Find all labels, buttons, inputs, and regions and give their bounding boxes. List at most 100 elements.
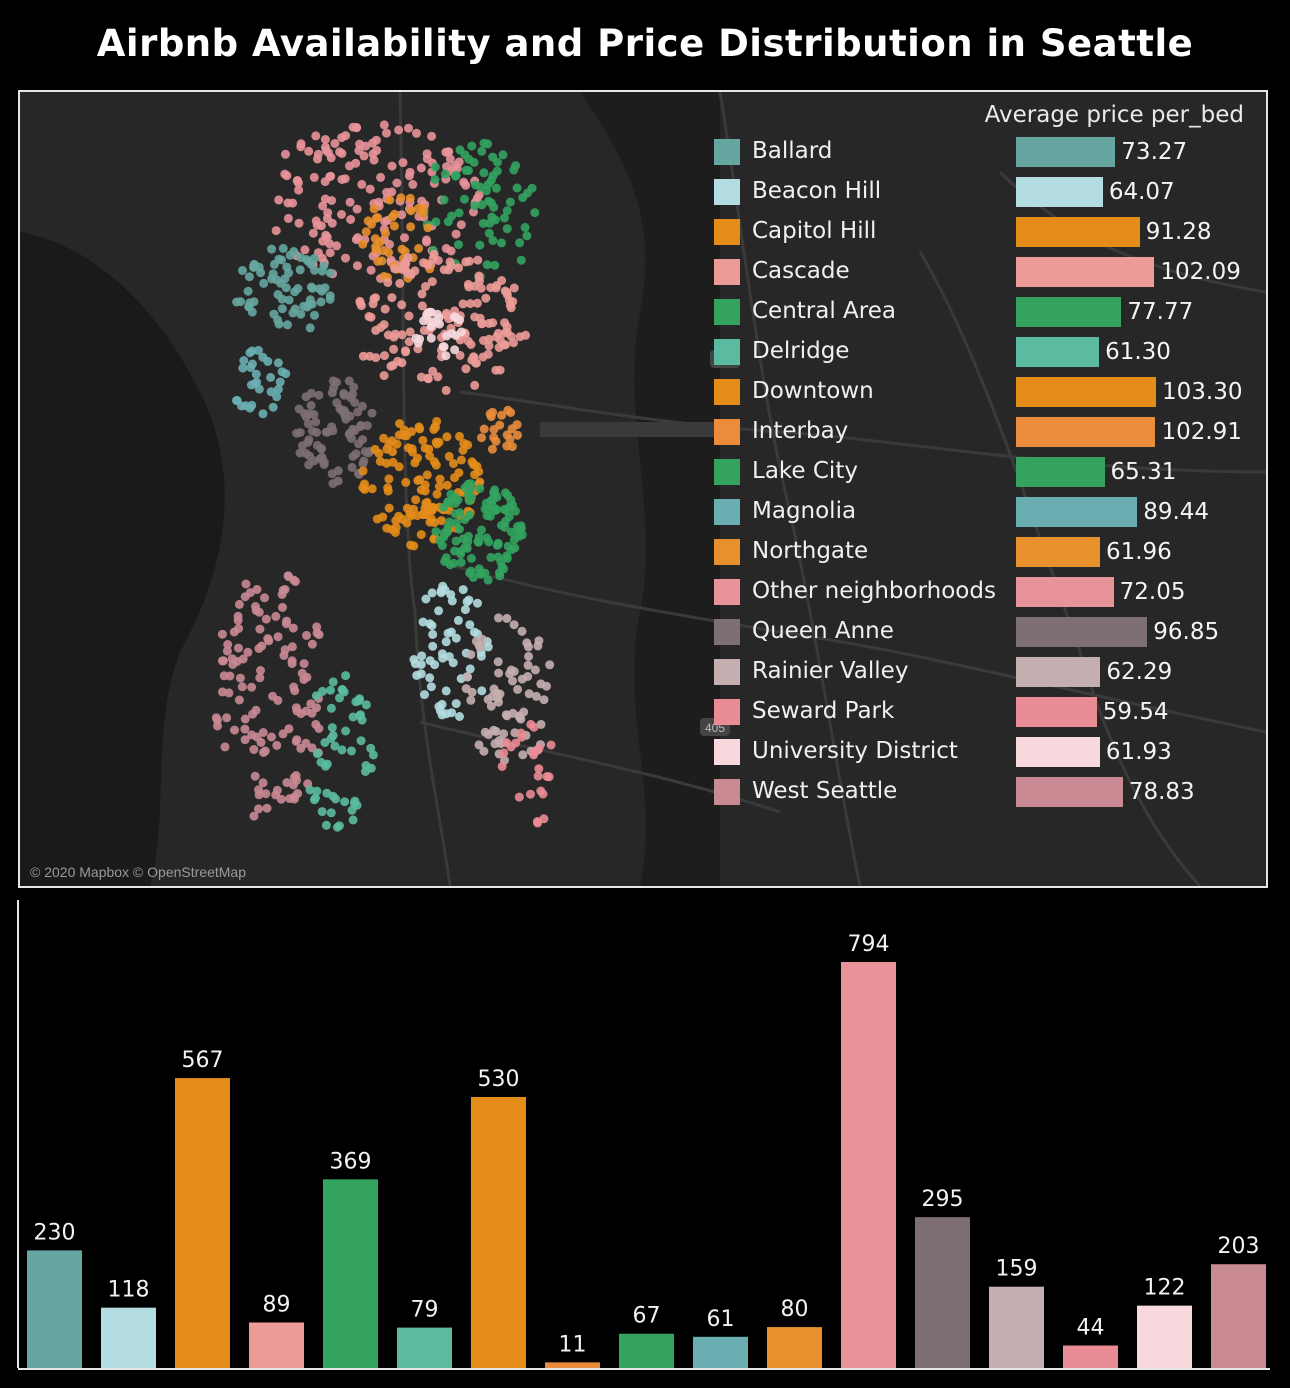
- listing-dot: [464, 595, 474, 605]
- legend-item[interactable]: University District 61.93: [710, 732, 1266, 772]
- price-bar[interactable]: [1016, 577, 1114, 607]
- price-bar[interactable]: [1016, 177, 1103, 207]
- listing-dot: [272, 740, 282, 750]
- listing-dot: [258, 728, 268, 737]
- listing-dot: [476, 651, 486, 661]
- price-bar[interactable]: [1016, 137, 1116, 167]
- legend-item[interactable]: West Seattle 78.83: [710, 772, 1266, 812]
- listing-dot: [471, 358, 481, 368]
- availability-bar[interactable]: [1063, 1345, 1118, 1368]
- listing-dot: [250, 771, 260, 781]
- availability-bar[interactable]: [545, 1362, 600, 1368]
- legend-item[interactable]: Beacon Hill 64.07: [710, 172, 1266, 212]
- listing-dot: [408, 180, 418, 189]
- price-bar[interactable]: [1016, 697, 1097, 727]
- price-bar[interactable]: [1016, 537, 1100, 567]
- availability-bar[interactable]: [27, 1250, 82, 1368]
- price-bar[interactable]: [1016, 297, 1122, 327]
- listing-dot: [436, 516, 446, 526]
- legend-item[interactable]: Rainier Valley 62.29: [710, 652, 1266, 692]
- availability-bar[interactable]: [249, 1322, 304, 1368]
- listing-dot: [416, 659, 426, 669]
- listing-dot: [426, 333, 436, 343]
- price-bar[interactable]: [1016, 217, 1140, 247]
- availability-bar[interactable]: [323, 1179, 378, 1368]
- listing-dot: [435, 319, 444, 329]
- listing-dot: [309, 172, 319, 182]
- listing-dot: [442, 432, 452, 442]
- legend-item[interactable]: Cascade 102.09: [710, 252, 1266, 292]
- listing-dot: [524, 651, 534, 661]
- listing-dot: [526, 789, 535, 799]
- price-bar[interactable]: [1016, 417, 1156, 447]
- listing-dot: [337, 148, 347, 158]
- price-bar[interactable]: [1016, 257, 1155, 287]
- seattle-map[interactable]: 405405 © 2020 Mapbox © OpenStreetMap Ave…: [18, 90, 1268, 888]
- listing-dot: [430, 162, 440, 172]
- availability-bar[interactable]: [841, 962, 896, 1368]
- listing-dot: [278, 585, 288, 595]
- price-bar[interactable]: [1016, 337, 1100, 367]
- availability-bar[interactable]: [175, 1078, 230, 1368]
- listing-dot: [352, 204, 362, 214]
- price-value-label: 65.31: [1110, 459, 1177, 485]
- legend-item[interactable]: Ballard 73.27: [710, 132, 1266, 172]
- listing-dot: [298, 441, 307, 451]
- availability-bar[interactable]: [1211, 1264, 1266, 1368]
- availability-bar[interactable]: [471, 1096, 526, 1368]
- listing-dot: [365, 351, 375, 361]
- legend-item[interactable]: Capitol Hill 91.28: [710, 212, 1266, 252]
- availability-bar[interactable]: [693, 1336, 748, 1368]
- availability-bar[interactable]: [989, 1286, 1044, 1368]
- availability-bar[interactable]: [101, 1307, 156, 1368]
- listing-dot: [308, 228, 318, 238]
- price-bar[interactable]: [1016, 617, 1148, 647]
- listing-dot: [381, 228, 390, 238]
- legend-item[interactable]: Interbay 102.91: [710, 412, 1266, 452]
- listing-dot: [348, 712, 358, 722]
- price-bar[interactable]: [1016, 777, 1123, 807]
- legend-item[interactable]: Other neighborhoods 72.05: [710, 572, 1266, 612]
- listing-dot: [259, 278, 269, 288]
- legend-item[interactable]: Downtown 103.30: [710, 372, 1266, 412]
- availability-bar[interactable]: [767, 1327, 822, 1368]
- map-canvas[interactable]: 405405: [20, 92, 1266, 886]
- listing-dot: [404, 311, 414, 321]
- listing-dot: [506, 408, 516, 417]
- price-bar[interactable]: [1016, 737, 1100, 767]
- price-bar[interactable]: [1016, 497, 1138, 527]
- listing-dot: [366, 312, 376, 322]
- listing-dot: [356, 420, 366, 430]
- listing-dot: [459, 177, 469, 187]
- availability-bar[interactable]: [915, 1217, 970, 1368]
- listing-dot: [341, 726, 351, 736]
- listing-dot: [371, 213, 381, 223]
- price-bar[interactable]: [1016, 377, 1156, 407]
- legend-item[interactable]: Central Area 77.77: [710, 292, 1266, 332]
- availability-bar[interactable]: [397, 1327, 452, 1368]
- price-bar[interactable]: [1016, 657, 1101, 687]
- legend-label: Interbay: [752, 418, 849, 444]
- listing-dot: [536, 679, 546, 689]
- listing-dot: [247, 359, 257, 369]
- listing-dot: [425, 517, 435, 527]
- listing-dot: [337, 210, 346, 219]
- bar-value-label: 530: [478, 1067, 520, 1092]
- price-bar[interactable]: [1016, 457, 1105, 487]
- legend-item[interactable]: Northgate 61.96: [710, 532, 1266, 572]
- listing-dot: [533, 818, 543, 828]
- listing-dot: [434, 482, 444, 491]
- listing-dot: [472, 298, 482, 308]
- listing-dot: [240, 714, 250, 724]
- legend-item[interactable]: Magnolia 89.44: [710, 492, 1266, 532]
- availability-bar[interactable]: [619, 1333, 674, 1368]
- listing-dot: [255, 624, 265, 634]
- legend-item[interactable]: Lake City 65.31: [710, 452, 1266, 492]
- legend-item[interactable]: Seward Park 59.54: [710, 692, 1266, 732]
- listing-dot: [499, 748, 509, 758]
- legend-item[interactable]: Queen Anne 96.85: [710, 612, 1266, 652]
- listing-dot: [430, 423, 440, 432]
- listing-dot: [416, 530, 426, 540]
- legend-item[interactable]: Delridge 61.30: [710, 332, 1266, 372]
- availability-bar[interactable]: [1137, 1305, 1192, 1368]
